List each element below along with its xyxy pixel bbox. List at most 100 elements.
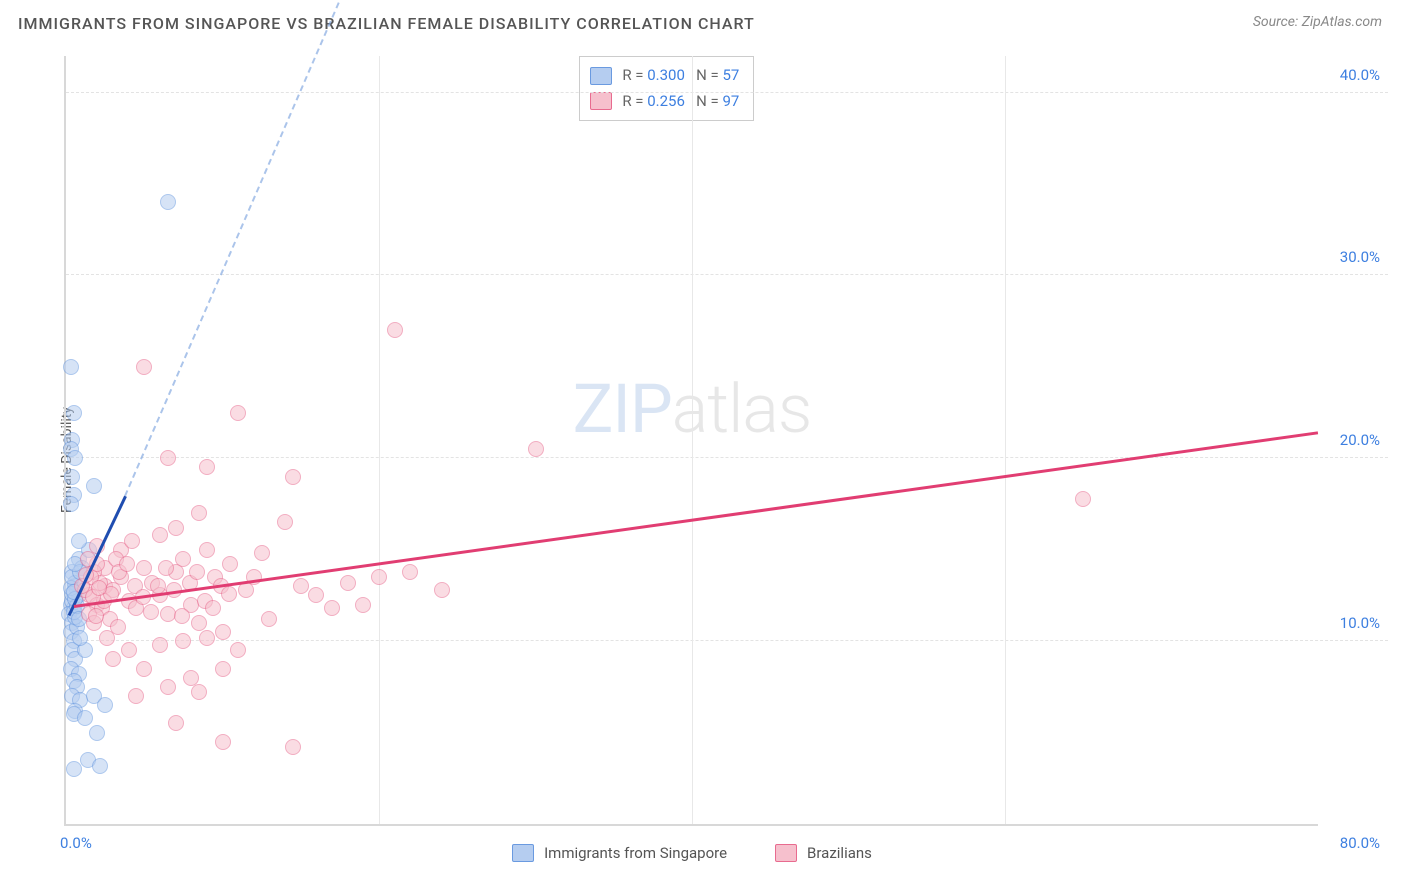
data-point-brazilians: [215, 734, 231, 750]
watermark-bold: ZIP: [573, 369, 672, 449]
data-point-brazilians: [221, 586, 237, 602]
swatch-brazilians-bottom: [775, 844, 797, 862]
data-point-brazilians: [355, 597, 371, 613]
data-point-brazilians: [324, 600, 340, 616]
data-point-singapore: [63, 496, 79, 512]
data-point-brazilians: [285, 739, 301, 755]
correlation-legend: R = 0.300 N = 57 R = 0.256 N = 97: [579, 56, 754, 121]
data-point-brazilians: [168, 520, 184, 536]
data-point-brazilians: [174, 608, 190, 624]
y-tick-label: 20.0%: [1340, 431, 1380, 449]
y-tick-label: 30.0%: [1340, 248, 1380, 266]
data-point-brazilians: [128, 688, 144, 704]
data-point-brazilians: [371, 569, 387, 585]
data-point-brazilians: [160, 679, 176, 695]
data-point-brazilians: [205, 600, 221, 616]
data-point-brazilians: [191, 615, 207, 631]
data-point-brazilians: [88, 608, 104, 624]
data-point-brazilians: [160, 450, 176, 466]
plot-region: ZIPatlas R = 0.300 N = 57 R = 0.256 N = …: [64, 56, 1318, 826]
legend-item-singapore: Immigrants from Singapore: [512, 844, 727, 862]
chart-title: IMMIGRANTS FROM SINGAPORE VS BRAZILIAN F…: [18, 14, 755, 33]
r-value-brazilians: 0.256: [647, 92, 685, 110]
gridline-h: [66, 274, 1388, 275]
data-point-singapore: [97, 697, 113, 713]
data-point-brazilians: [215, 624, 231, 640]
gridline-h: [66, 92, 1388, 93]
data-point-brazilians: [261, 611, 277, 627]
data-point-brazilians: [254, 545, 270, 561]
data-point-singapore: [86, 478, 102, 494]
data-point-brazilians: [199, 542, 215, 558]
data-point-brazilians: [230, 405, 246, 421]
data-point-brazilians: [175, 633, 191, 649]
swatch-brazilians: [590, 92, 612, 110]
legend-label-brazilians: Brazilians: [807, 844, 872, 862]
n-value-singapore: 57: [722, 66, 739, 84]
data-point-singapore: [77, 710, 93, 726]
legend-row-singapore: R = 0.300 N = 57: [590, 63, 739, 89]
data-point-brazilians: [293, 578, 309, 594]
legend-label-singapore: Immigrants from Singapore: [544, 844, 727, 862]
n-value-brazilians: 97: [722, 92, 739, 110]
data-point-brazilians: [121, 642, 137, 658]
y-tick-label: 40.0%: [1340, 66, 1380, 84]
data-point-singapore: [63, 359, 79, 375]
data-point-brazilians: [434, 582, 450, 598]
gridline-v: [379, 56, 380, 824]
data-point-brazilians: [199, 459, 215, 475]
data-point-brazilians: [1075, 491, 1091, 507]
data-point-singapore: [160, 194, 176, 210]
data-point-brazilians: [402, 564, 418, 580]
data-point-brazilians: [143, 604, 159, 620]
data-point-brazilians: [308, 587, 324, 603]
data-point-singapore: [64, 469, 80, 485]
data-point-brazilians: [168, 715, 184, 731]
data-point-brazilians: [124, 533, 140, 549]
gridline-v: [692, 56, 693, 824]
data-point-brazilians: [528, 441, 544, 457]
data-point-brazilians: [191, 684, 207, 700]
data-point-brazilians: [189, 564, 205, 580]
data-point-brazilians: [152, 637, 168, 653]
data-point-singapore: [66, 761, 82, 777]
data-point-brazilians: [136, 661, 152, 677]
gridline-h: [66, 640, 1388, 641]
r-value-singapore: 0.300: [647, 66, 685, 84]
chart-header: IMMIGRANTS FROM SINGAPORE VS BRAZILIAN F…: [0, 0, 1406, 39]
data-point-brazilians: [91, 580, 107, 596]
data-point-brazilians: [119, 556, 135, 572]
data-point-singapore: [71, 533, 87, 549]
data-point-brazilians: [199, 630, 215, 646]
gridline-h: [66, 457, 1388, 458]
data-point-brazilians: [285, 469, 301, 485]
data-point-singapore: [67, 450, 83, 466]
swatch-singapore: [590, 67, 612, 85]
legend-item-brazilians: Brazilians: [775, 844, 872, 862]
source-attribution: Source: ZipAtlas.com: [1253, 14, 1382, 30]
x-axis-legend: Immigrants from Singapore Brazilians: [66, 838, 1318, 868]
data-point-brazilians: [99, 630, 115, 646]
data-point-brazilians: [136, 560, 152, 576]
data-point-brazilians: [222, 556, 238, 572]
gridline-v: [1005, 56, 1006, 824]
data-point-brazilians: [152, 527, 168, 543]
data-point-singapore: [66, 405, 82, 421]
data-point-brazilians: [105, 651, 121, 667]
chart-area: Female Disability ZIPatlas R = 0.300 N =…: [18, 46, 1388, 874]
data-point-singapore: [89, 725, 105, 741]
data-point-singapore: [92, 758, 108, 774]
data-point-brazilians: [175, 551, 191, 567]
data-point-brazilians: [183, 670, 199, 686]
data-point-brazilians: [340, 575, 356, 591]
data-point-brazilians: [158, 560, 174, 576]
data-point-brazilians: [215, 661, 231, 677]
data-point-brazilians: [230, 642, 246, 658]
swatch-singapore-bottom: [512, 844, 534, 862]
data-point-brazilians: [387, 322, 403, 338]
data-point-brazilians: [277, 514, 293, 530]
data-point-brazilians: [191, 505, 207, 521]
trendline-dash-singapore: [125, 0, 380, 496]
x-tick-right: 80.0%: [1340, 834, 1380, 852]
data-point-singapore: [72, 630, 88, 646]
